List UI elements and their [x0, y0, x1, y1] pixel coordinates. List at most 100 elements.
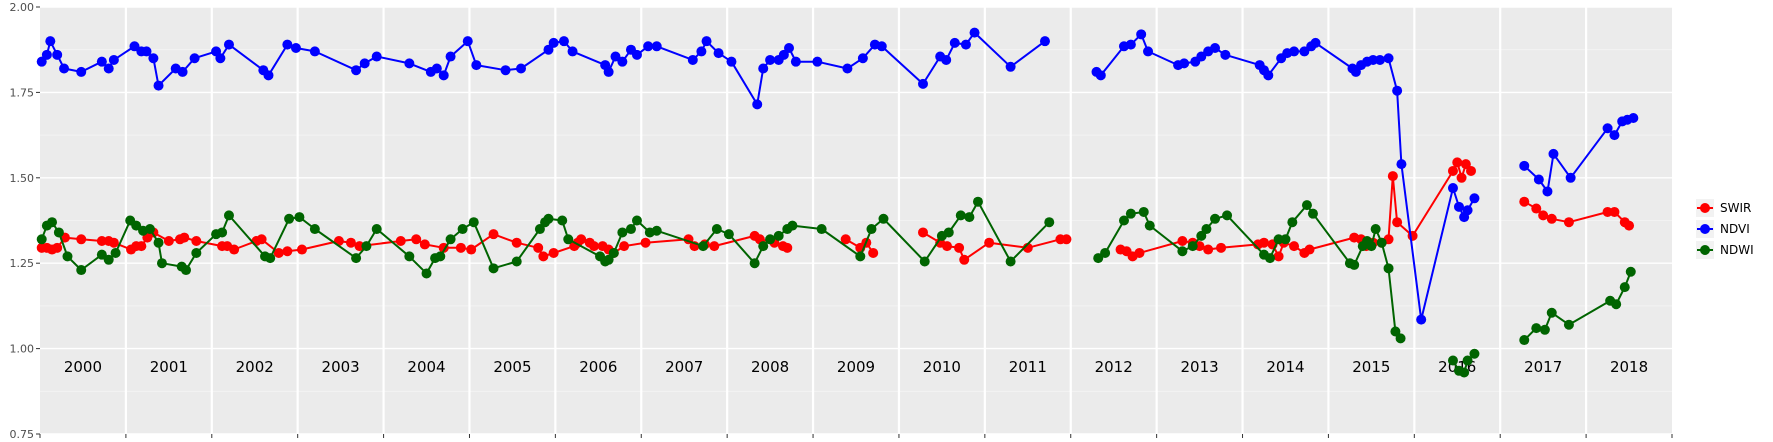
data-point-swir: [959, 254, 970, 265]
data-point-ndwi: [773, 230, 784, 241]
year-label: 2012: [1095, 358, 1133, 376]
data-point-ndwi: [1539, 324, 1550, 335]
year-label: 2007: [665, 358, 703, 376]
data-point-ndvi: [1289, 46, 1300, 57]
data-point-swir: [1134, 247, 1145, 258]
data-point-ndwi: [1376, 237, 1387, 248]
data-point-ndwi: [131, 220, 142, 231]
data-point-ndvi: [713, 48, 724, 59]
data-point-swir: [282, 246, 293, 257]
data-point-ndwi: [371, 224, 382, 235]
data-point-ndvi: [1179, 58, 1190, 69]
data-point-swir: [782, 242, 793, 253]
data-point-swir: [1177, 235, 1188, 246]
data-point-ndwi: [1044, 217, 1055, 228]
data-point-ndvi: [177, 66, 188, 77]
data-point-ndwi: [1366, 241, 1377, 252]
data-point-ndvi: [1462, 205, 1473, 216]
data-point-ndvi: [96, 56, 107, 67]
year-label: 2000: [64, 358, 102, 376]
data-point-ndwi: [1144, 220, 1155, 231]
data-point-swir: [354, 241, 365, 252]
data-point-ndwi: [1563, 319, 1574, 330]
data-point-swir: [179, 232, 190, 243]
data-point-ndvi: [651, 41, 662, 52]
year-labels: 2000 2001 2002 2003 2004 2005 2006 2007 2008 2009…: [64, 358, 1648, 376]
data-point-ndwi: [758, 241, 769, 252]
data-point-ndvi: [351, 65, 362, 76]
data-point-ndvi: [263, 70, 274, 81]
data-point-swir: [1452, 157, 1463, 168]
data-point-swir: [52, 242, 63, 253]
data-point-ndwi: [608, 247, 619, 258]
data-point-swir: [1194, 241, 1205, 252]
data-point-ndwi: [156, 258, 167, 269]
data-point-swir: [1546, 213, 1557, 224]
year-label: 2010: [923, 358, 961, 376]
data-point-ndvi: [765, 54, 776, 65]
data-point-ndwi: [144, 224, 155, 235]
year-label: 2006: [579, 358, 617, 376]
data-point-ndvi: [1220, 49, 1231, 60]
data-point-ndvi: [282, 39, 293, 50]
data-point-swir: [942, 241, 953, 252]
data-point-ndwi: [1307, 208, 1318, 219]
data-point-ndvi: [548, 37, 559, 48]
data-point-ndwi: [1531, 323, 1542, 334]
data-point-ndwi: [1301, 200, 1312, 211]
data-point-swir: [533, 242, 544, 253]
data-point-ndvi: [462, 36, 473, 47]
data-point-ndvi: [1310, 37, 1321, 48]
data-point-ndvi: [726, 56, 737, 67]
y-axis: 0.75 1.00 1.25 1.50 1.75 2.00: [10, 1, 40, 441]
data-point-ndvi: [215, 53, 226, 64]
data-point-swir: [96, 235, 107, 246]
y-tick-label: 0.75: [10, 428, 35, 441]
data-point-ndvi: [471, 60, 482, 71]
year-label: 2018: [1610, 358, 1648, 376]
data-point-swir: [1602, 206, 1613, 217]
data-point-ndvi: [103, 63, 114, 74]
data-point-ndwi: [351, 253, 362, 264]
data-point-ndvi: [1396, 159, 1407, 170]
data-point-ndvi: [1392, 85, 1403, 96]
data-point-ndvi: [949, 37, 960, 48]
data-point-ndwi: [1210, 213, 1221, 224]
data-point-ndvi: [1469, 193, 1480, 204]
data-point-ndwi: [651, 225, 662, 236]
year-label: 2015: [1352, 358, 1390, 376]
data-point-ndvi: [438, 70, 449, 81]
data-point-ndwi: [1177, 246, 1188, 257]
data-point-ndvi: [153, 80, 164, 91]
data-point-swir: [273, 247, 284, 258]
data-point-ndvi: [752, 99, 763, 110]
data-point-ndwi: [468, 217, 479, 228]
data-point-ndwi: [723, 229, 734, 240]
data-point-ndvi: [1143, 46, 1154, 57]
data-point-swir: [136, 241, 147, 252]
data-point-swir: [1460, 159, 1471, 170]
year-label: 2008: [751, 358, 789, 376]
data-point-ndvi: [1416, 314, 1427, 325]
data-point-ndvi: [617, 56, 628, 67]
data-point-ndvi: [1548, 148, 1559, 159]
data-point-swir: [1392, 217, 1403, 228]
data-point-ndwi: [866, 224, 877, 235]
data-point-ndwi: [1201, 224, 1212, 235]
data-point-swir: [1447, 165, 1458, 176]
data-point-swir: [984, 237, 995, 248]
data-point-ndvi: [59, 63, 70, 74]
data-point-ndvi: [1609, 130, 1620, 141]
data-point-ndwi: [698, 241, 709, 252]
legend-label-swir: SWIR: [1720, 201, 1751, 215]
y-tick-label: 2.00: [10, 1, 35, 14]
data-point-ndvi: [404, 58, 415, 69]
data-point-ndvi: [1368, 54, 1379, 65]
data-point-ndvi: [1565, 172, 1576, 183]
data-point-ndwi: [217, 227, 228, 238]
data-point-ndvi: [1350, 66, 1361, 77]
legend-point-ndwi: [1700, 245, 1710, 255]
data-point-ndvi: [567, 46, 578, 57]
data-point-ndvi: [1196, 51, 1207, 62]
data-point-ndwi: [153, 237, 164, 248]
